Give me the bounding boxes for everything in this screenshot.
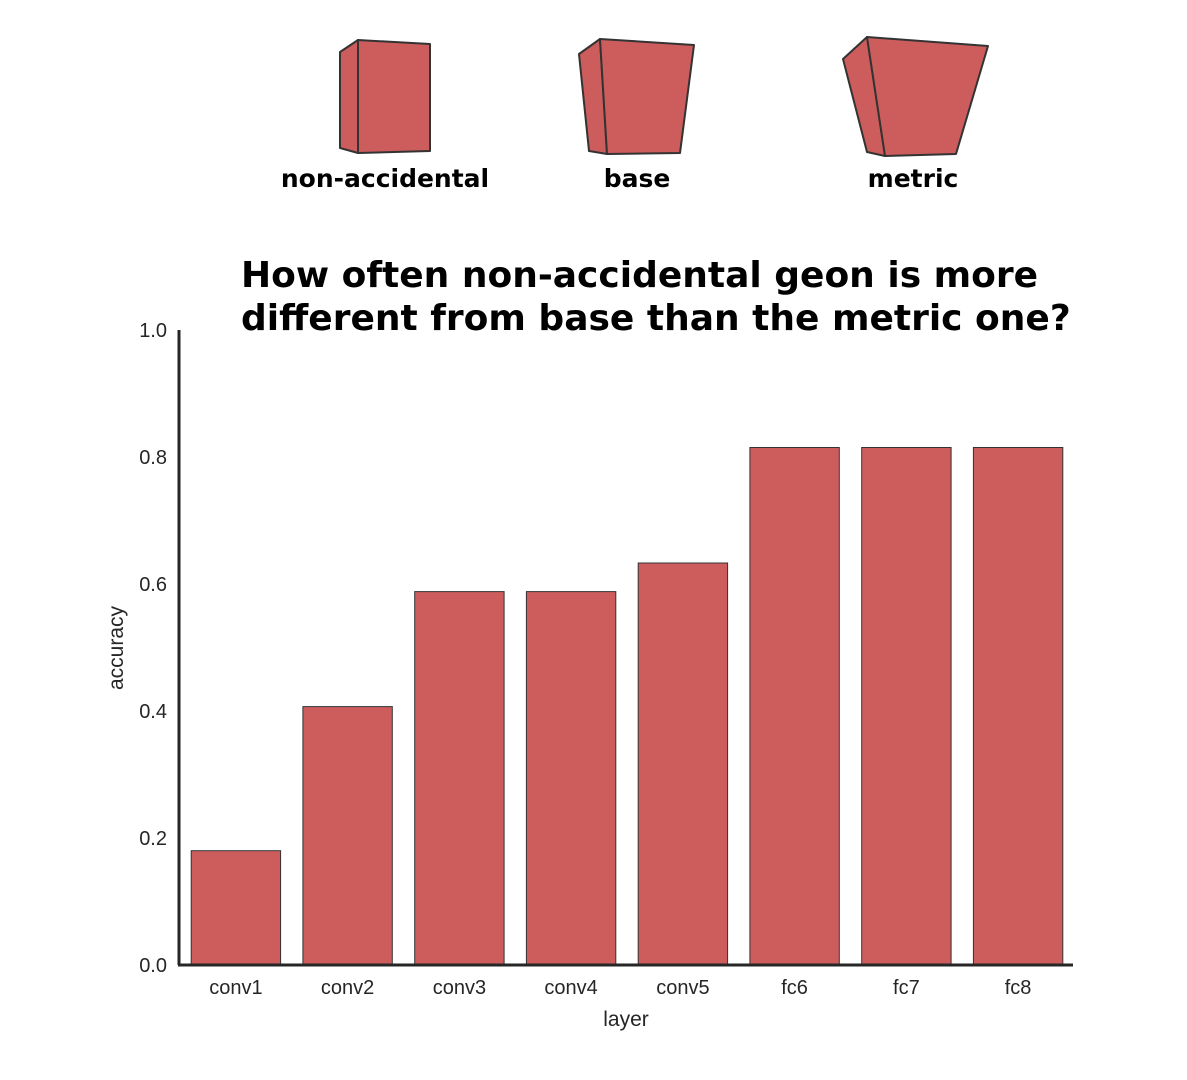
x-tick-labels: conv1 conv2 conv3 conv4 conv5 fc6 fc7 fc8 xyxy=(209,977,1031,999)
bar-conv2 xyxy=(302,706,393,966)
shape-label-non-accidental: non-accidental xyxy=(281,164,489,193)
y-tick-label-0.4: 0.4 xyxy=(139,701,167,723)
chart-title-line-1: How often non-accidental geon is more xyxy=(241,255,1038,296)
x-tick-label-fc7: fc7 xyxy=(893,977,920,999)
y-axis-label: accuracy xyxy=(105,605,128,690)
y-tick-label-0.0: 0.0 xyxy=(139,955,167,977)
bar-conv5 xyxy=(637,562,729,966)
shape-label-metric: metric xyxy=(868,164,959,193)
bar-fc7 xyxy=(861,447,952,966)
chart-title: How often non-accidental geon is more di… xyxy=(241,255,1071,339)
shape-base-front xyxy=(599,38,695,155)
x-tick-label-conv4: conv4 xyxy=(544,977,597,999)
bar-conv1 xyxy=(190,850,282,966)
x-axis-label: layer xyxy=(603,1008,649,1031)
shape-metric: metric xyxy=(842,36,989,193)
shape-label-base: base xyxy=(604,164,671,193)
x-tick-label-conv3: conv3 xyxy=(433,977,486,999)
x-tick-label-fc8: fc8 xyxy=(1005,977,1032,999)
bar-fc8 xyxy=(972,447,1064,966)
bars xyxy=(190,447,1064,966)
y-tick-label-0.2: 0.2 xyxy=(139,828,167,850)
y-tick-label-0.8: 0.8 xyxy=(139,447,167,469)
shape-base: base xyxy=(578,38,695,193)
shape-non-accidental-front xyxy=(357,39,431,154)
bar-conv4 xyxy=(525,591,617,966)
shape-illustrations: non-accidental base metric xyxy=(281,36,989,193)
bar-fc6 xyxy=(749,447,840,966)
shape-non-accidental: non-accidental xyxy=(281,39,489,193)
y-tick-label-0.6: 0.6 xyxy=(139,574,167,596)
x-tick-label-conv1: conv1 xyxy=(209,977,262,999)
chart-title-line-2: different from base than the metric one? xyxy=(241,298,1071,339)
x-tick-label-conv5: conv5 xyxy=(656,977,709,999)
y-tick-labels: 0.0 0.2 0.4 0.6 0.8 1.0 xyxy=(139,320,167,977)
bar-conv3 xyxy=(414,591,505,966)
shape-metric-front xyxy=(866,36,989,157)
shape-non-accidental-side xyxy=(339,39,359,154)
x-tick-label-conv2: conv2 xyxy=(321,977,374,999)
y-tick-label-1.0: 1.0 xyxy=(139,320,167,342)
x-tick-label-fc6: fc6 xyxy=(781,977,808,999)
